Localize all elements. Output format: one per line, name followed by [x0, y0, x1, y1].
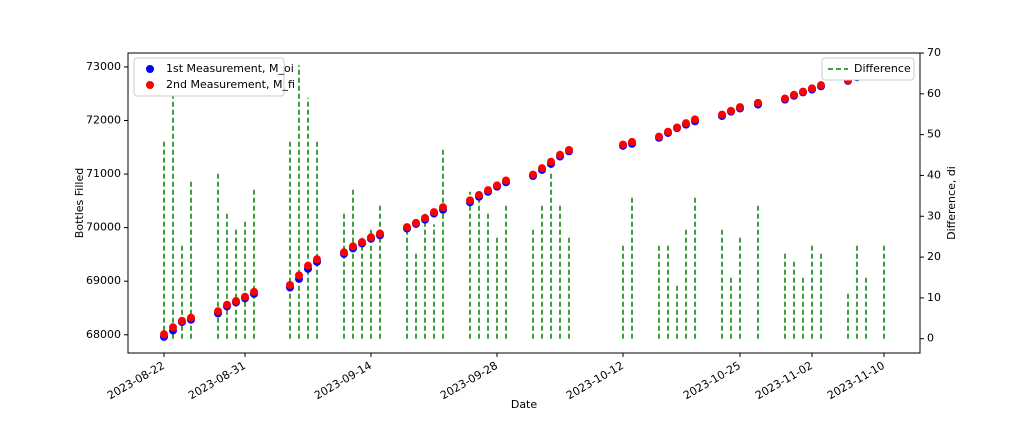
x-tick-label: 2023-11-10	[825, 359, 887, 402]
point	[664, 127, 672, 136]
point	[673, 123, 681, 132]
x-tick-label: 2023-10-25	[681, 359, 743, 402]
point	[232, 297, 240, 306]
y2-axis-label: Difference, di	[945, 166, 958, 240]
y-tick-label: 71000	[86, 167, 121, 180]
y-axis-label: Bottles Filled	[73, 168, 86, 238]
x-tick-label: 2023-10-12	[564, 359, 626, 402]
point	[187, 313, 195, 322]
legend-swatch	[146, 65, 154, 73]
point	[376, 229, 384, 238]
y2-tick-label: 40	[927, 168, 941, 181]
legend-label: Difference	[854, 62, 911, 75]
y-tick-label: 68000	[86, 328, 121, 341]
point	[349, 242, 357, 251]
x-tick-label: 2023-11-02	[753, 359, 815, 402]
x-tick-label: 2023-08-22	[105, 359, 167, 402]
y-tick-label: 70000	[86, 221, 121, 234]
point	[691, 115, 699, 124]
point	[682, 119, 690, 128]
point	[214, 307, 222, 316]
point	[493, 181, 501, 190]
point	[286, 280, 294, 289]
point	[304, 261, 312, 270]
point	[655, 132, 663, 141]
point	[295, 271, 303, 280]
legend-box	[821, 57, 915, 81]
point	[538, 164, 546, 173]
y2-tick-label: 10	[927, 291, 941, 304]
point	[718, 110, 726, 119]
point	[358, 238, 366, 247]
point	[412, 218, 420, 227]
point	[502, 176, 510, 185]
point	[529, 170, 537, 179]
point	[799, 87, 807, 96]
y-tick-label: 72000	[86, 114, 121, 127]
point	[439, 203, 447, 212]
point	[628, 137, 636, 146]
point	[466, 196, 474, 205]
point	[790, 90, 798, 99]
point	[475, 190, 483, 199]
point	[547, 157, 555, 166]
point	[250, 287, 258, 296]
point	[340, 248, 348, 257]
point	[808, 84, 816, 93]
point	[556, 150, 564, 159]
y2-tick-label: 20	[927, 250, 941, 263]
point	[169, 323, 177, 332]
point	[619, 140, 627, 149]
point	[223, 300, 231, 309]
y2-tick-label: 60	[927, 87, 941, 100]
x-tick-label: 2023-08-31	[186, 359, 248, 402]
x-tick-label: 2023-09-28	[438, 359, 500, 402]
y2-tick-label: 50	[927, 128, 941, 141]
point	[565, 145, 573, 154]
legend-swatch	[146, 81, 154, 89]
y2-tick-label: 0	[927, 332, 934, 345]
point	[178, 316, 186, 325]
point	[817, 81, 825, 90]
x-axis-label: Date	[511, 398, 538, 411]
point	[160, 330, 168, 339]
point	[313, 255, 321, 264]
y2-tick-label: 30	[927, 209, 941, 222]
legend-label: 2nd Measurement, M_fi	[166, 78, 295, 91]
point	[403, 223, 411, 232]
point	[781, 94, 789, 103]
point	[421, 214, 429, 222]
x-tick-label: 2023-09-14	[312, 359, 374, 402]
y-tick-label: 69000	[86, 274, 121, 287]
y2-tick-label: 70	[927, 46, 941, 59]
y-tick-label: 73000	[86, 60, 121, 73]
point	[727, 106, 735, 115]
legend-label: 1st Measurement, M_oi	[166, 62, 294, 75]
plot-frame	[127, 52, 921, 354]
point	[241, 292, 249, 301]
point	[736, 103, 744, 112]
point	[484, 186, 492, 195]
point	[754, 98, 762, 107]
point	[367, 233, 375, 242]
legend-box	[133, 57, 285, 97]
point	[430, 208, 438, 217]
